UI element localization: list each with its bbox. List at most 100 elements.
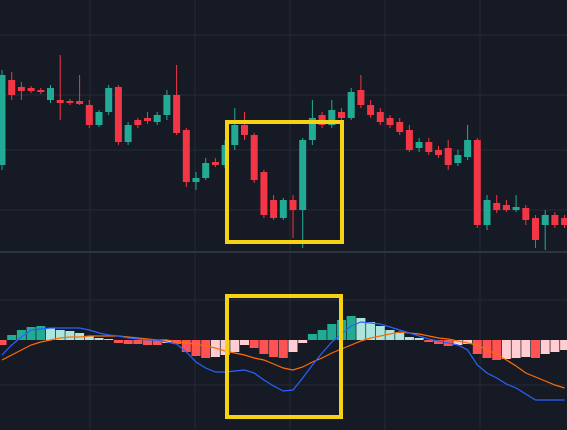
candle-body xyxy=(376,112,384,122)
histogram-bar xyxy=(84,336,94,340)
candle-body xyxy=(444,148,452,165)
histogram-bar xyxy=(191,340,201,356)
candle-body xyxy=(522,208,530,220)
histogram-bar xyxy=(307,334,317,340)
histogram-bar xyxy=(7,335,17,340)
candle-body xyxy=(144,118,151,121)
histogram-bar xyxy=(521,340,531,357)
macd-line xyxy=(1,321,565,401)
candle-body xyxy=(308,118,316,140)
histogram-bar xyxy=(511,340,521,358)
candle-body xyxy=(386,118,394,125)
candle-body xyxy=(405,130,413,150)
candle-body xyxy=(502,205,510,210)
candle-body xyxy=(270,200,278,218)
histogram-bar xyxy=(550,340,560,352)
candle-body xyxy=(211,162,219,165)
candle-body xyxy=(134,120,142,125)
histogram-bar xyxy=(16,330,26,340)
candle-body xyxy=(464,140,472,157)
histogram-bar xyxy=(375,326,385,340)
histogram-bar xyxy=(424,340,434,342)
histogram-bar xyxy=(94,338,104,340)
candle-body xyxy=(328,110,336,125)
histogram-bar xyxy=(278,340,288,358)
histogram-bar xyxy=(123,340,133,344)
candle-body xyxy=(76,101,84,104)
histogram-bar xyxy=(346,316,356,340)
histogram-bar xyxy=(560,340,567,350)
histogram-bar xyxy=(327,324,337,340)
candle-body xyxy=(153,115,161,122)
histogram-bar xyxy=(366,322,376,340)
histogram-bar xyxy=(104,339,114,340)
candle-body xyxy=(289,200,297,210)
candle-body xyxy=(454,155,462,163)
histogram-bar xyxy=(492,340,502,360)
candle-body xyxy=(561,218,567,225)
histogram-bar xyxy=(482,340,492,358)
candle-body xyxy=(17,87,25,91)
candle-body xyxy=(396,122,404,132)
candle-body xyxy=(473,140,481,225)
candle-body xyxy=(279,200,287,218)
candle-body xyxy=(367,105,375,115)
candle-body xyxy=(299,140,307,210)
candle-body xyxy=(241,125,248,135)
candle-body xyxy=(541,215,549,225)
candle-body xyxy=(493,203,501,210)
histogram-bar xyxy=(240,340,249,345)
candle-body xyxy=(124,125,132,142)
candle-body xyxy=(250,135,258,180)
histogram-bar xyxy=(288,340,298,352)
histogram-bar xyxy=(269,340,279,357)
histogram-bar xyxy=(434,340,443,344)
highlight-box xyxy=(225,294,343,419)
candle-body xyxy=(182,130,190,182)
histogram-bar xyxy=(463,340,473,344)
candle-body xyxy=(27,88,35,91)
candle-body xyxy=(66,101,74,103)
histogram-bar xyxy=(65,331,75,340)
histogram-bar xyxy=(317,330,327,340)
candle-body xyxy=(347,92,355,118)
candle-body xyxy=(357,90,365,105)
candle-body xyxy=(338,112,345,118)
histogram-bar xyxy=(181,340,191,352)
candle-body xyxy=(415,142,423,148)
candle-body xyxy=(85,105,93,125)
candle-body xyxy=(0,75,6,165)
candle-body xyxy=(192,178,200,182)
histogram-bar xyxy=(472,340,482,354)
histogram-bar xyxy=(230,340,240,352)
candle-body xyxy=(47,88,54,100)
candle-body xyxy=(551,215,559,225)
plots xyxy=(0,55,567,401)
candle-body xyxy=(56,100,64,103)
candle-body xyxy=(483,200,491,225)
histogram-bar xyxy=(143,340,152,345)
signal-line xyxy=(1,331,565,389)
histogram-bar xyxy=(0,340,7,345)
histogram-bar xyxy=(259,340,269,354)
histogram-bar xyxy=(356,318,366,340)
histogram-bar xyxy=(395,333,405,340)
histogram-bar xyxy=(404,337,414,340)
candle-body xyxy=(173,95,181,133)
candle-body xyxy=(231,125,239,145)
candle-body xyxy=(260,172,268,215)
histogram-bar xyxy=(540,340,550,354)
candle-body xyxy=(202,163,210,178)
histogram-bar xyxy=(36,326,46,340)
histogram-bar xyxy=(298,340,308,343)
histogram-bar xyxy=(501,340,511,359)
histogram-bar xyxy=(414,338,424,340)
histogram-bar xyxy=(531,340,540,358)
histogram-bar xyxy=(133,340,143,344)
candle-body xyxy=(8,80,16,95)
histogram-bar xyxy=(453,340,463,345)
candle-body xyxy=(105,88,113,112)
histogram-bar xyxy=(55,330,65,340)
